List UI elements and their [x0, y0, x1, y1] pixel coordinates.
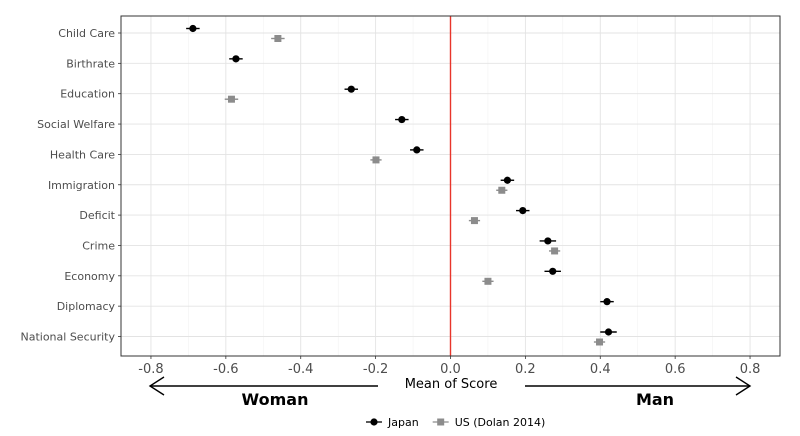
data-point	[413, 146, 421, 154]
data-point	[551, 247, 559, 255]
data-point	[484, 277, 492, 285]
data-point	[227, 95, 235, 103]
y-tick-label: Crime	[82, 239, 115, 252]
data-point	[519, 207, 527, 215]
series-us-dolan-2014	[224, 35, 606, 346]
y-axis-labels: Child Care Birthrate Education Social Welfa…	[20, 27, 121, 344]
left-direction-arrow	[148, 376, 378, 396]
data-point	[596, 338, 604, 346]
x-tick-label: 0.4	[590, 362, 611, 377]
data-point	[503, 176, 512, 184]
legend: Japan US (Dolan 2014)	[366, 416, 545, 429]
y-tick-label: Economy	[64, 270, 115, 283]
y-tick-label: Education	[60, 88, 115, 101]
legend-label: US (Dolan 2014)	[455, 416, 546, 429]
data-point	[544, 237, 552, 245]
data-point	[498, 186, 506, 194]
data-point	[604, 328, 613, 336]
x-axis-title: Mean of Score	[405, 377, 498, 392]
data-point	[189, 24, 197, 33]
y-tick-label: Social Welfare	[37, 118, 115, 131]
man-direction-label: Man	[636, 390, 674, 409]
y-tick-label: Health Care	[50, 148, 115, 161]
y-tick-label: National Security	[20, 331, 115, 344]
y-tick-label: Diplomacy	[57, 300, 116, 313]
legend-key-circle	[370, 418, 378, 426]
legend-label: Japan	[387, 416, 419, 429]
legend-key-square	[437, 418, 445, 426]
y-tick-label: Birthrate	[66, 57, 115, 70]
series-japan	[186, 24, 617, 336]
data-marks	[186, 24, 617, 346]
data-point	[398, 115, 406, 124]
x-tick-label: 0.2	[515, 362, 536, 377]
x-tick-label: -0.4	[288, 362, 313, 377]
data-point	[274, 35, 282, 42]
data-point	[347, 85, 355, 93]
x-tick-label: -0.8	[138, 362, 163, 377]
x-tick-label: 0.0	[440, 362, 461, 377]
x-tick-label: 0.8	[740, 362, 761, 377]
data-point	[603, 298, 611, 306]
y-tick-label: Child Care	[58, 27, 115, 40]
data-point	[470, 217, 478, 225]
y-tick-label: Immigration	[48, 179, 115, 192]
x-tick-label: 0.6	[665, 362, 686, 377]
right-direction-arrow	[525, 376, 752, 396]
x-tick-label: -0.2	[363, 362, 388, 377]
data-point	[372, 156, 380, 164]
woman-direction-label: Woman	[242, 390, 309, 409]
data-point	[232, 55, 240, 63]
x-axis-labels: -0.8 -0.6 -0.4 -0.2 0.0 0.2 0.4 0.6 0.8	[138, 356, 760, 377]
y-tick-label: Deficit	[79, 209, 115, 222]
data-point	[549, 267, 557, 275]
x-tick-label: -0.6	[213, 362, 238, 377]
